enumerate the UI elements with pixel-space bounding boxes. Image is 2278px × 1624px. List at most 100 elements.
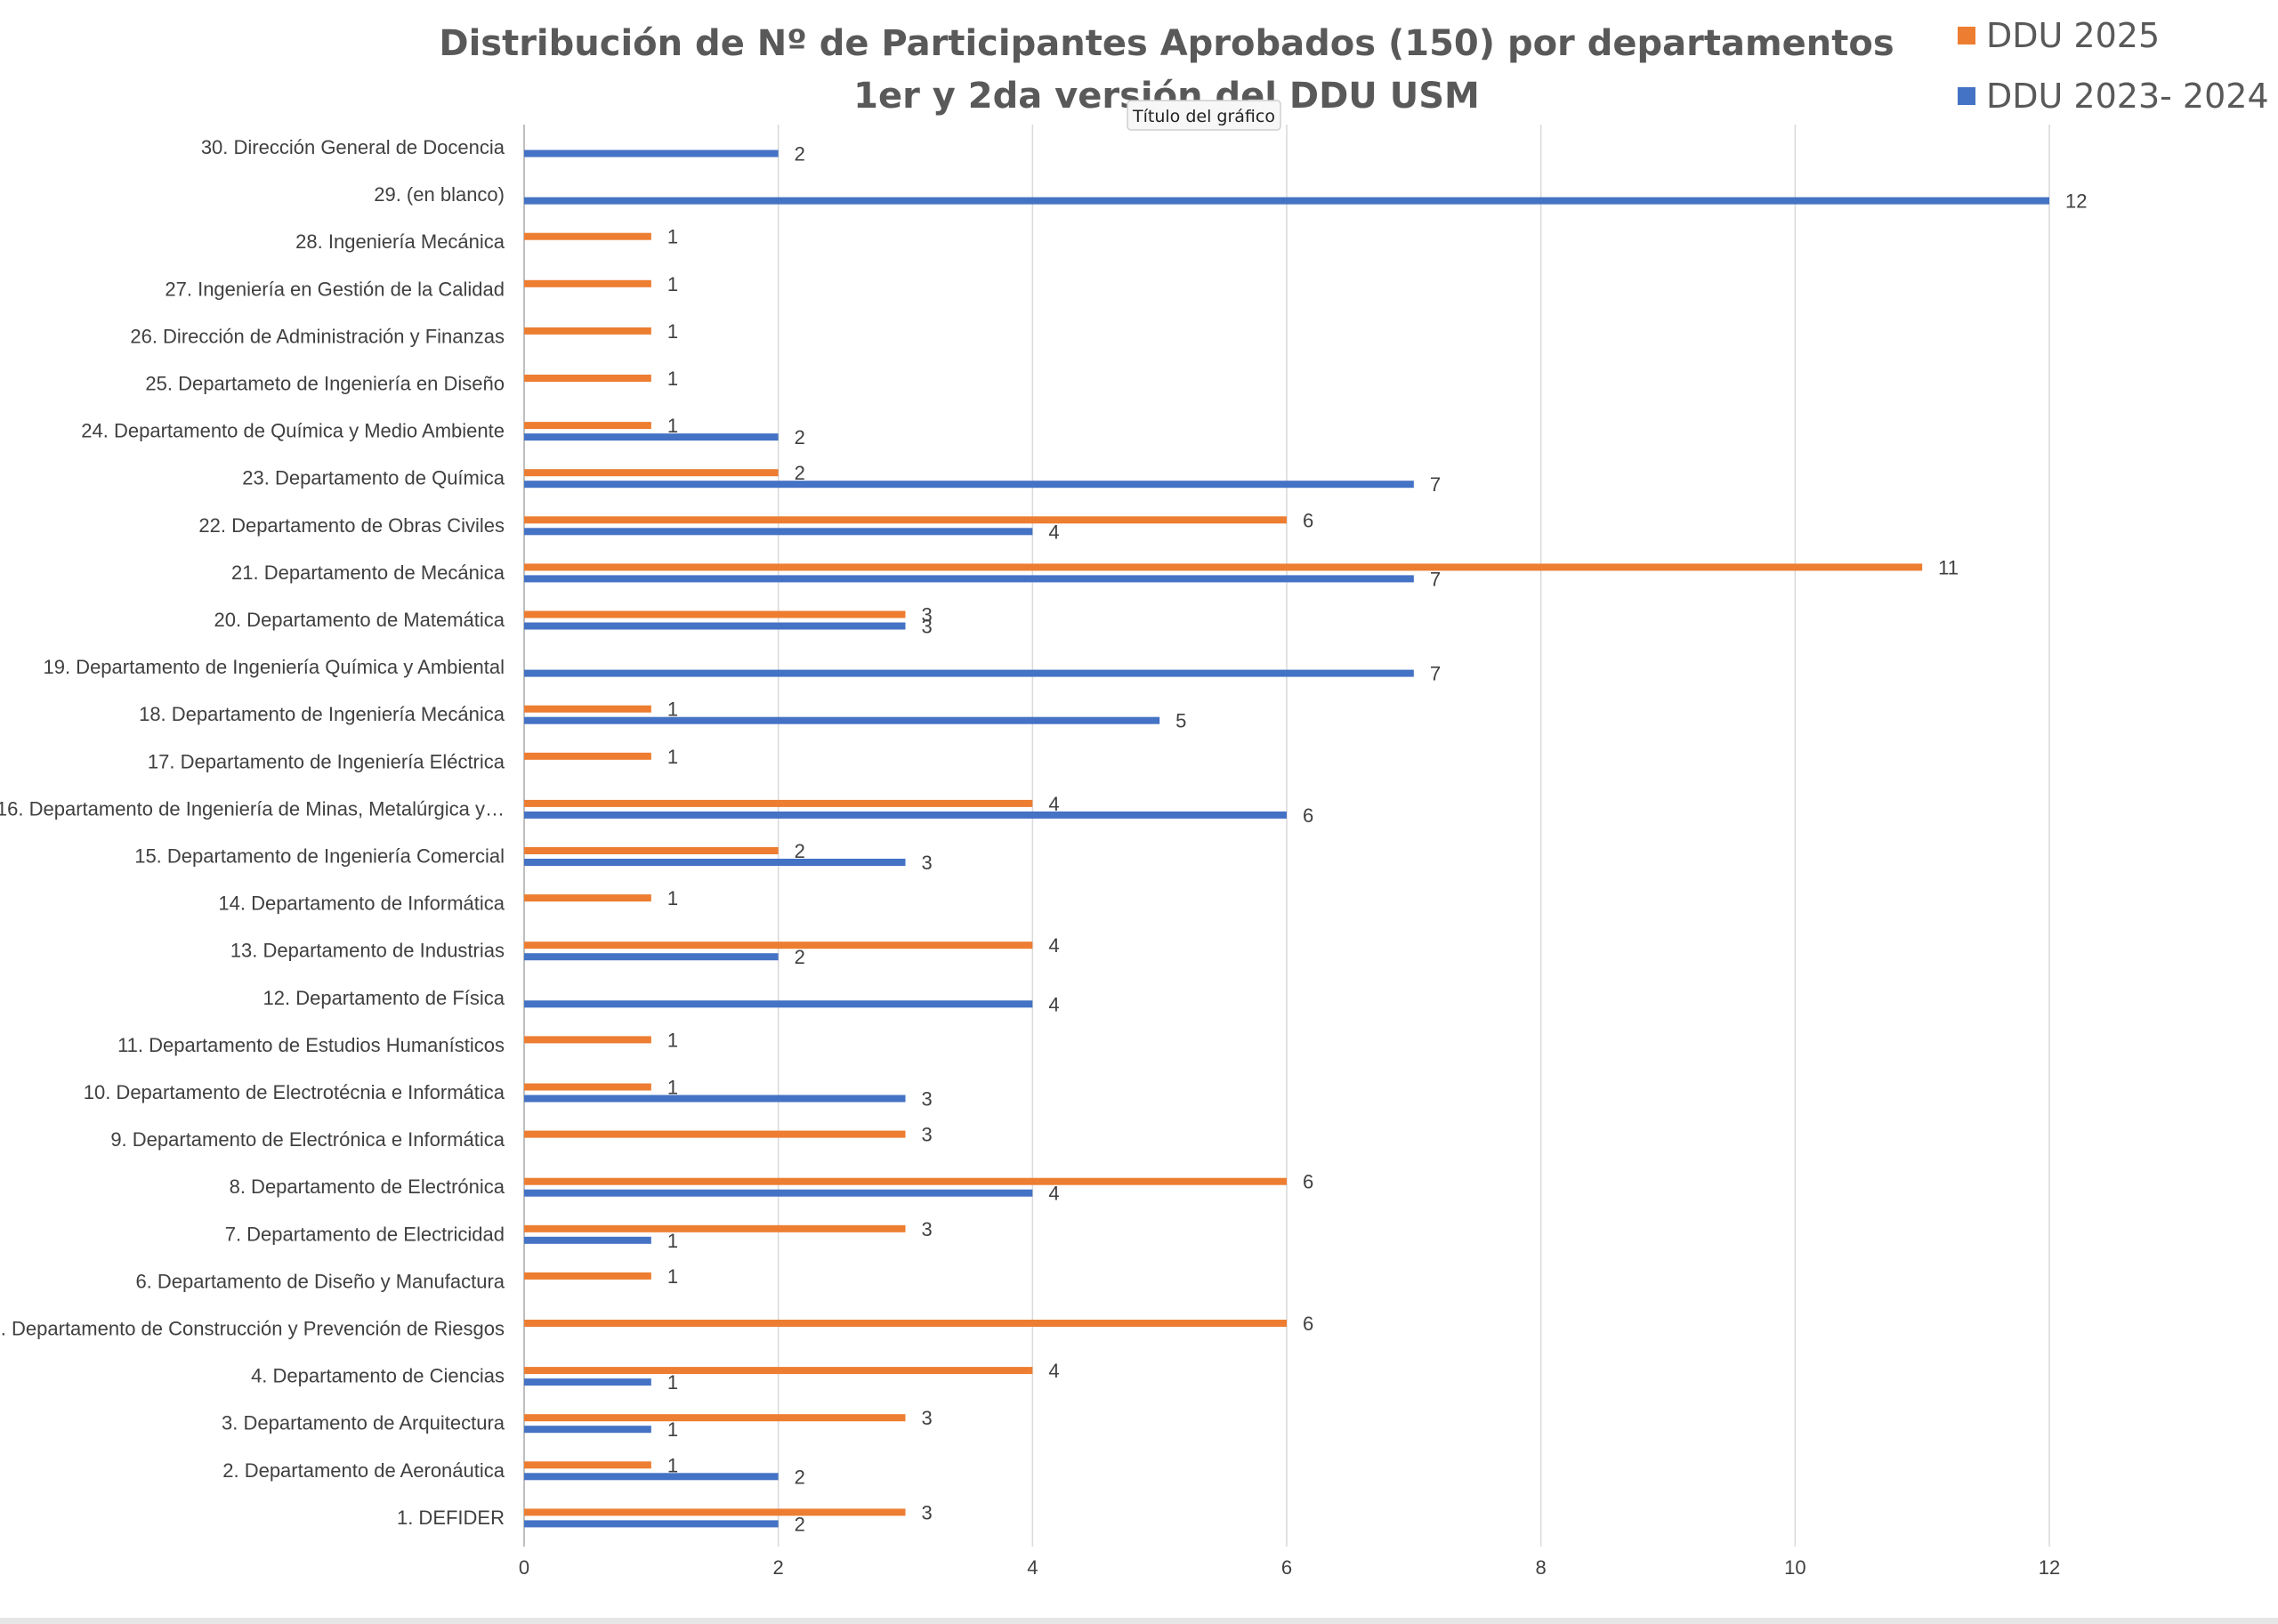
data-label-ddu-2025-13-departamento-de-industrias: 4 <box>1048 934 1059 957</box>
bar-ddu-2023-2024-10-departamento-de-electrotecnia-e-informatica[interactable] <box>524 1095 906 1103</box>
bar-ddu-2025-4-departamento-de-ciencias[interactable] <box>524 1367 1033 1375</box>
bar-ddu-2023-2024-8-departamento-de-electronica[interactable] <box>524 1189 1033 1197</box>
bar-ddu-2023-2024-22-departamento-de-obras-civiles[interactable] <box>524 528 1033 536</box>
bar-ddu-2025-25-departameto-de-ingenieria-en-diseno[interactable] <box>524 375 651 382</box>
data-label-ddu-2025-1-defider: 3 <box>922 1501 933 1523</box>
bar-ddu-2025-15-departamento-de-ingenieria-comercial[interactable] <box>524 847 779 854</box>
bar-ddu-2023-2024-19-departamento-de-ingenieria-quimica-y-ambiental[interactable] <box>524 669 1414 677</box>
bar-ddu-2025-11-departamento-de-estudios-humanisticos[interactable] <box>524 1036 651 1044</box>
bar-ddu-2023-2024-30-direccion-general-de-docencia[interactable] <box>524 149 779 158</box>
x-tick-labels: 0 2 4 6 8 10 12 <box>519 1556 2060 1579</box>
bar-ddu-2025-7-departamento-de-electricidad[interactable] <box>524 1224 906 1232</box>
bar-ddu-2025-24-departamento-de-quimica-y-medio-ambiente[interactable] <box>524 422 651 430</box>
bar-ddu-2025-9-departamento-de-electronica-e-informatica[interactable] <box>524 1130 906 1138</box>
data-label-ddu-2025-2-departamento-de-aeronautica: 1 <box>667 1454 678 1476</box>
bar-ddu-2023-2024-4-departamento-de-ciencias[interactable] <box>524 1378 651 1386</box>
bar-ddu-2025-10-departamento-de-electrotecnia-e-informatica[interactable] <box>524 1083 651 1091</box>
bar-ddu-2025-14-departamento-de-informatica[interactable] <box>524 894 651 902</box>
bar-ddu-2023-2024-1-defider[interactable] <box>524 1520 779 1528</box>
category-label-26: 5. Departamento de Construcción y Preven… <box>0 1318 505 1340</box>
bar-ddu-2025-6-departamento-de-diseno-y-manufactura[interactable] <box>524 1272 651 1280</box>
data-label-ddu-2023-2024-21-departamento-de-mecanica: 7 <box>1430 568 1441 590</box>
x-tick-label-8: 8 <box>1536 1556 1547 1579</box>
chart-title-line-1: Distribución de Nº de Participantes Apro… <box>439 23 1894 64</box>
bar-ddu-2025-18-departamento-de-ingenieria-mecanica[interactable] <box>524 705 651 713</box>
category-label-24: 7. Departamento de Electricidad <box>225 1223 505 1245</box>
bar-ddu-2025-2-departamento-de-aeronautica[interactable] <box>524 1461 651 1469</box>
bar-ddu-2023-2024-13-departamento-de-industrias[interactable] <box>524 953 779 961</box>
category-label-27: 4. Departamento de Ciencias <box>251 1365 505 1387</box>
bottom-rule <box>0 1618 2278 1624</box>
bar-ddu-2023-2024-16-departamento-de-ingenieria-de-minas-metalurgica-y[interactable] <box>524 811 1287 819</box>
category-label-1: 30. Dirección General de Docencia <box>201 136 505 158</box>
bar-ddu-2023-2024-2-departamento-de-aeronautica[interactable] <box>524 1473 779 1481</box>
bar-ddu-2023-2024-15-departamento-de-ingenieria-comercial[interactable] <box>524 859 906 866</box>
data-label-ddu-2025-21-departamento-de-mecanica: 11 <box>1938 556 1959 578</box>
legend-swatch-ddu-2023-2024 <box>1958 87 1975 105</box>
bars: 2121111122764117337151462314241133643116… <box>524 143 2087 1535</box>
bar-ddu-2023-2024-24-departamento-de-quimica-y-medio-ambiente[interactable] <box>524 433 779 441</box>
category-label-2: 29. (en blanco) <box>374 183 505 206</box>
category-label-28: 3. Departamento de Arquitectura <box>222 1412 505 1434</box>
bar-ddu-2025-8-departamento-de-electronica[interactable] <box>524 1177 1287 1185</box>
bar-ddu-2023-2024-20-departamento-de-matematica[interactable] <box>524 622 906 630</box>
category-label-6: 25. Departameto de Ingeniería en Diseño <box>145 373 505 395</box>
category-labels: 30. Dirección General de Docencia 29. (en… <box>0 136 505 1529</box>
legend[interactable]: DDU 2025 DDU 2023- 2024 <box>1958 16 2269 116</box>
legend-item-ddu-2023-2024[interactable]: DDU 2023- 2024 <box>1958 77 2269 116</box>
bar-ddu-2023-2024-18-departamento-de-ingenieria-mecanica[interactable] <box>524 716 1160 724</box>
data-label-ddu-2025-3-departamento-de-arquitectura: 3 <box>922 1407 933 1429</box>
bar-ddu-2025-3-departamento-de-arquitectura[interactable] <box>524 1414 906 1422</box>
bar-ddu-2025-1-defider[interactable] <box>524 1508 906 1516</box>
category-label-13: 18. Departamento de Ingeniería Mecánica <box>139 703 505 725</box>
data-label-ddu-2023-2024-12-departamento-de-fisica: 4 <box>1048 993 1059 1015</box>
category-label-9: 22. Departamento de Obras Civiles <box>198 514 505 537</box>
bar-ddu-2025-21-departamento-de-mecanica[interactable] <box>524 563 1923 571</box>
bar-ddu-2025-20-departamento-de-matematica[interactable] <box>524 610 906 618</box>
category-label-30: 1. DEFIDER <box>397 1507 505 1529</box>
category-label-11: 20. Departamento de Matemática <box>214 609 505 631</box>
data-label-ddu-2025-14-departamento-de-informatica: 1 <box>667 887 678 909</box>
data-label-ddu-2025-18-departamento-de-ingenieria-mecanica: 1 <box>667 699 678 721</box>
data-label-ddu-2025-28-ingenieria-mecanica: 1 <box>667 226 678 248</box>
data-label-ddu-2023-2024-10-departamento-de-electrotecnia-e-informatica: 3 <box>922 1088 933 1111</box>
bar-ddu-2025-17-departamento-de-ingenieria-electrica[interactable] <box>524 752 651 760</box>
gridlines <box>777 125 2050 1547</box>
category-label-14: 17. Departamento de Ingeniería Eléctrica <box>148 750 505 772</box>
data-label-ddu-2023-2024-13-departamento-de-industrias: 2 <box>795 946 805 968</box>
data-label-ddu-2025-8-departamento-de-electronica: 6 <box>1303 1171 1313 1193</box>
bar-ddu-2025-5-departamento-de-construccion-y-prevencion-de-riesgos[interactable] <box>524 1320 1287 1327</box>
category-label-17: 14. Departamento de Informática <box>218 893 505 915</box>
data-label-ddu-2025-22-departamento-de-obras-civiles: 6 <box>1303 509 1313 531</box>
data-label-ddu-2023-2024-29-en-blanco: 12 <box>2065 190 2087 213</box>
bar-ddu-2023-2024-12-departamento-de-fisica[interactable] <box>524 1000 1033 1008</box>
bar-ddu-2023-2024-21-departamento-de-mecanica[interactable] <box>524 575 1414 583</box>
data-label-ddu-2025-6-departamento-de-diseno-y-manufactura: 1 <box>667 1265 678 1288</box>
data-label-ddu-2023-2024-3-departamento-de-arquitectura: 1 <box>667 1418 678 1441</box>
bar-ddu-2025-16-departamento-de-ingenieria-de-minas-metalurgica-y[interactable] <box>524 799 1033 807</box>
bar-ddu-2023-2024-29-en-blanco[interactable] <box>524 197 2049 205</box>
bar-ddu-2023-2024-3-departamento-de-arquitectura[interactable] <box>524 1426 651 1434</box>
chart-title-tooltip: Título del gráfico <box>1127 100 1281 131</box>
category-label-15: 16. Departamento de Ingeniería de Minas,… <box>0 797 505 820</box>
data-label-ddu-2025-20-departamento-de-matematica: 3 <box>922 604 933 626</box>
legend-item-ddu-2025[interactable]: DDU 2025 <box>1958 16 2160 55</box>
category-label-12: 19. Departamento de Ingeniería Química y… <box>43 656 505 678</box>
data-label-ddu-2025-27-ingenieria-en-gestion-de-la-calidad: 1 <box>667 273 678 295</box>
bar-ddu-2025-27-ingenieria-en-gestion-de-la-calidad[interactable] <box>524 279 651 287</box>
data-label-ddu-2025-24-departamento-de-quimica-y-medio-ambiente: 1 <box>667 415 678 437</box>
bar-ddu-2025-28-ingenieria-mecanica[interactable] <box>524 232 651 240</box>
data-label-ddu-2023-2024-18-departamento-de-ingenieria-mecanica: 5 <box>1175 710 1186 732</box>
x-tick-label-4: 4 <box>1027 1556 1038 1579</box>
chart-title[interactable]: Distribución de Nº de Participantes Apro… <box>439 23 1894 117</box>
bar-ddu-2023-2024-7-departamento-de-electricidad[interactable] <box>524 1236 651 1244</box>
bar-ddu-2023-2024-23-departamento-de-quimica[interactable] <box>524 481 1414 489</box>
bar-ddu-2025-23-departamento-de-quimica[interactable] <box>524 469 779 477</box>
bar-ddu-2025-22-departamento-de-obras-civiles[interactable] <box>524 516 1287 524</box>
data-label-ddu-2025-16-departamento-de-ingenieria-de-minas-metalurgica-y: 4 <box>1048 793 1059 815</box>
category-label-18: 13. Departamento de Industrias <box>230 940 505 962</box>
bar-ddu-2025-26-direccion-de-administracion-y-finanzas[interactable] <box>524 327 651 335</box>
bar-ddu-2025-13-departamento-de-industrias[interactable] <box>524 941 1033 949</box>
